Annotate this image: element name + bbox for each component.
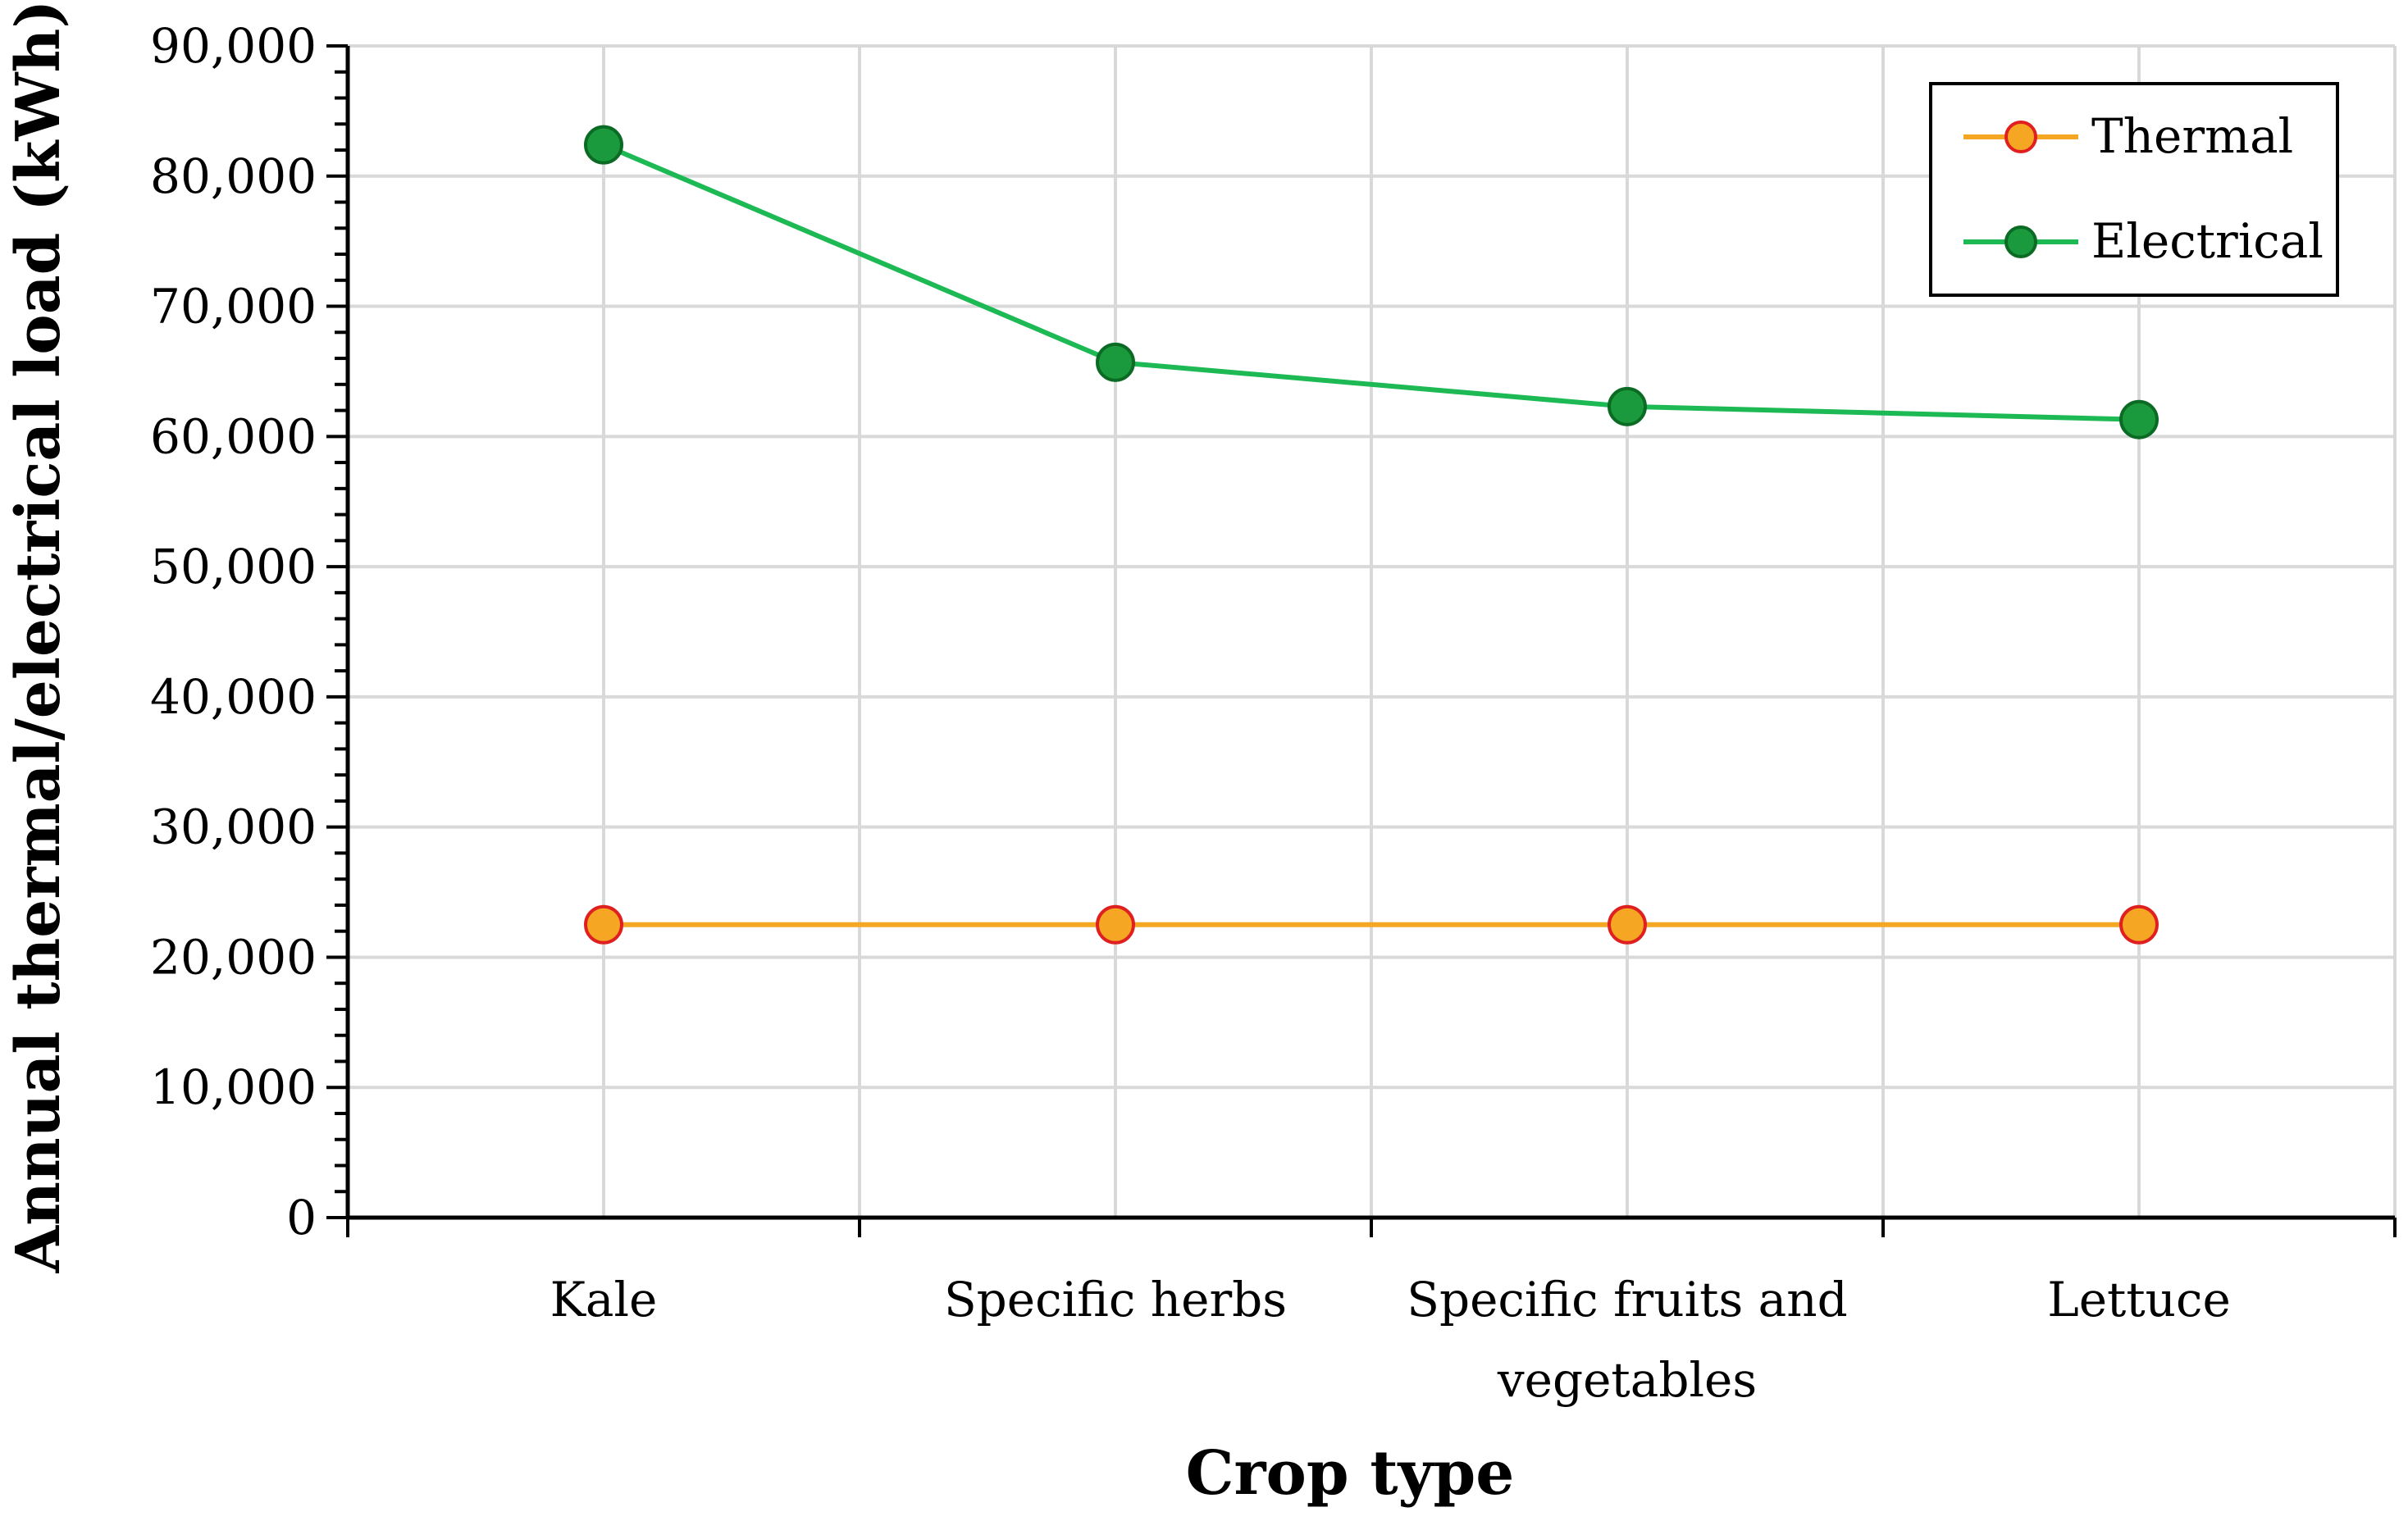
- y-tick-label: 50,000: [150, 539, 317, 594]
- legend-label-thermal: Thermal: [2091, 108, 2293, 164]
- y-tick-label: 80,000: [150, 148, 317, 204]
- legend-box: [1929, 82, 2339, 297]
- x-tick-label: Specific fruits and vegetables: [1407, 1272, 1848, 1408]
- y-tick-label: 30,000: [150, 799, 317, 855]
- data-point-thermal: [1608, 904, 1647, 945]
- legend: Thermal Electrical: [1929, 82, 2339, 297]
- data-point-thermal: [2119, 904, 2159, 945]
- y-tick-label: 10,000: [150, 1059, 317, 1115]
- y-tick-label: 20,000: [150, 929, 317, 985]
- x-tick-label-line: Kale: [550, 1272, 658, 1327]
- y-tick-label: 40,000: [150, 669, 317, 725]
- y-tick-label: 90,000: [150, 18, 317, 74]
- legend-marker-electrical: [2004, 225, 2037, 258]
- data-point-electrical: [1096, 342, 1135, 382]
- axes: [326, 44, 2397, 1237]
- data-point-electrical: [2119, 399, 2159, 439]
- x-tick-label-line: Lettuce: [2047, 1272, 2231, 1327]
- x-tick-label-line: Specific herbs: [944, 1272, 1287, 1327]
- x-tick-label-line: vegetables: [1497, 1352, 1757, 1408]
- y-tick-label: 70,000: [150, 279, 317, 335]
- x-tick-label: Kale: [550, 1272, 658, 1327]
- legend-marker-thermal: [2004, 121, 2037, 153]
- series-line-electrical: [602, 142, 2140, 422]
- legend-label-electrical: Electrical: [2091, 213, 2324, 269]
- x-tick-label-line: Specific fruits and: [1407, 1272, 1848, 1327]
- x-axis-title: Crop type: [1186, 1438, 1515, 1509]
- grid: [348, 44, 2397, 1218]
- data-point-thermal: [584, 904, 623, 945]
- data-point-thermal: [1096, 904, 1135, 945]
- plot-series: [584, 125, 2159, 945]
- x-tick-label: Lettuce: [2047, 1272, 2231, 1327]
- y-axis-title: Annual thermal/electrical load (kWh): [3, 0, 74, 1273]
- y-tick-label: 60,000: [150, 408, 317, 464]
- y-tick-label: 0: [286, 1190, 317, 1245]
- data-point-electrical: [584, 125, 623, 165]
- data-point-electrical: [1608, 386, 1647, 426]
- x-tick-label: Specific herbs: [944, 1272, 1287, 1327]
- tick-labels: 0 10,000 20,000 30,000 40,000 50,000 60,000 70,…: [150, 18, 2231, 1408]
